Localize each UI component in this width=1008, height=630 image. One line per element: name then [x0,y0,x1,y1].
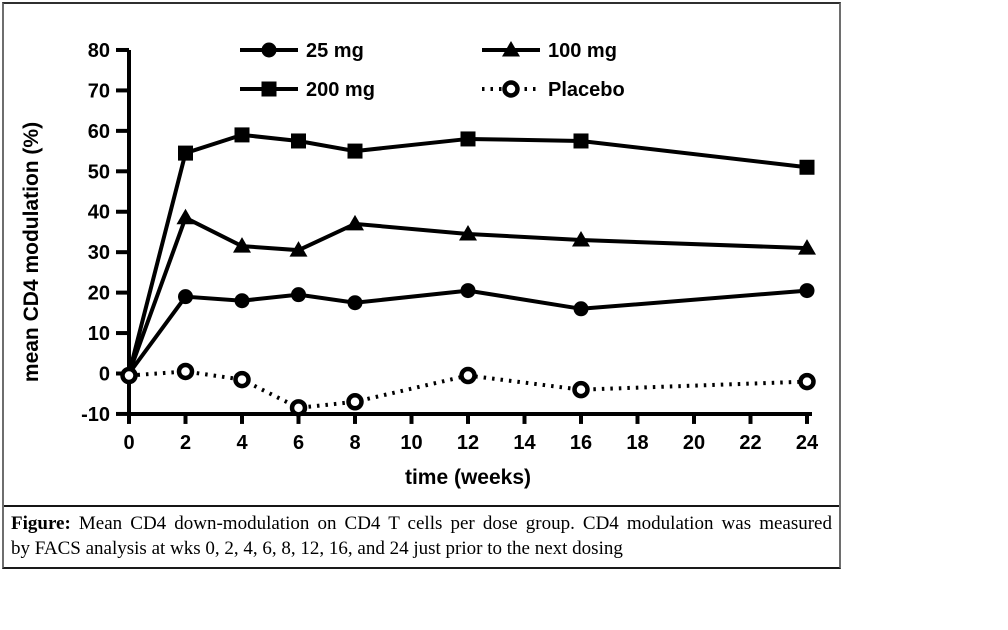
figure-caption: Figure: Mean CD4 down-modulation on CD4 … [4,505,839,561]
y-tick-label: 50 [88,161,110,183]
x-tick-label: 14 [513,432,536,454]
data-point-25-mg-wk8 [347,295,363,311]
data-point-200-mg-wk4 [234,127,250,143]
x-tick-label: 18 [626,432,648,454]
data-point-placebo-wk4 [233,370,251,389]
data-point-placebo-wk8 [346,393,364,411]
data-point-placebo-wk24 [798,372,816,391]
data-point-200-mg-wk16 [573,133,589,149]
x-tick-label: 22 [739,432,761,454]
legend-label-200-mg: 200 mg [306,79,375,101]
caption-label: Figure: [11,513,71,534]
y-tick-label: 10 [88,323,110,345]
x-tick-label: 8 [349,432,360,454]
y-tick-label: 80 [88,40,110,62]
data-point-25-mg-wk12 [460,283,476,299]
data-point-25-mg-wk6 [291,287,306,303]
x-tick-label: 0 [123,432,134,454]
chart-area: 80 70 60 50 40 30 20 10 0 -10 0 2 4 6 8 10 12 14 16 18 20 22 2… [4,4,839,505]
data-point-200-mg-wk8 [347,143,363,159]
x-tick-label: 6 [293,432,304,454]
legend-marker-25-mg [261,42,277,58]
legend-marker-placebo [502,80,520,98]
data-point-25-mg-wk16 [573,301,589,317]
y-axis-title: mean CD4 modulation (%) [20,122,43,382]
series-line-25-mg [127,288,808,375]
y-tick-label: 0 [99,364,110,386]
caption-line-1: Figure: Mean CD4 down-modulation on CD4 … [11,511,832,536]
series-line-200-mg [127,132,808,374]
data-point-200-mg-wk2 [178,145,193,161]
x-tick-label: 12 [457,432,479,454]
data-point-100-mg-wk24 [798,239,816,255]
y-tick-label: 60 [88,121,110,143]
x-tick-label: 2 [180,432,191,454]
data-point-100-mg-wk6 [289,241,308,257]
data-point-placebo-wk2 [176,362,195,381]
x-tick-label: 20 [683,432,705,454]
data-point-25-mg-wk4 [234,293,250,309]
y-tick-label: 70 [88,80,110,102]
series-line-placebo [128,369,808,410]
caption-text-1: Mean CD4 down-modulation on CD4 T cells … [70,513,832,534]
data-point-100-mg-wk12 [459,224,477,241]
data-point-placebo-wk0 [120,366,138,385]
data-point-100-mg-wk2 [176,208,195,225]
data-point-100-mg-wk16 [572,231,590,247]
data-point-200-mg-wk12 [460,131,476,147]
data-point-200-mg-wk6 [291,133,306,149]
data-point-placebo-wk16 [572,380,590,399]
data-point-25-mg-wk2 [178,289,193,305]
legend-marker-200-mg [261,81,277,97]
data-point-100-mg-wk8 [346,214,364,231]
y-tick-label: 30 [88,242,110,264]
figure-panel: 80 70 60 50 40 30 20 10 0 -10 0 2 4 6 8 10 12 14 16 18 20 22 2… [2,2,841,569]
data-point-100-mg-wk4 [233,237,251,253]
data-point-placebo-wk12 [459,366,477,385]
x-tick-label: 4 [236,432,248,454]
x-axis-title: time (weeks) [405,466,531,489]
x-tick-label: 16 [570,432,592,454]
data-point-200-mg-wk24 [799,159,815,175]
legend-marker-100-mg [502,41,520,57]
y-tick-label: 40 [88,202,110,224]
legend-label-25-mg: 25 mg [306,40,364,62]
x-tick-label: 24 [796,432,819,454]
y-tick-label: -10 [81,404,110,426]
series-line-100-mg [127,215,808,375]
y-tick-label: 20 [88,283,110,305]
legend-label-placebo: Placebo [548,79,625,101]
data-point-placebo-wk6 [289,399,308,417]
caption-line-2: by FACS analysis at wks 0, 2, 4, 6, 8, 1… [11,538,623,559]
legend-label-100-mg: 100 mg [548,40,617,62]
x-tick-label: 10 [400,432,422,454]
data-point-25-mg-wk24 [799,283,815,299]
